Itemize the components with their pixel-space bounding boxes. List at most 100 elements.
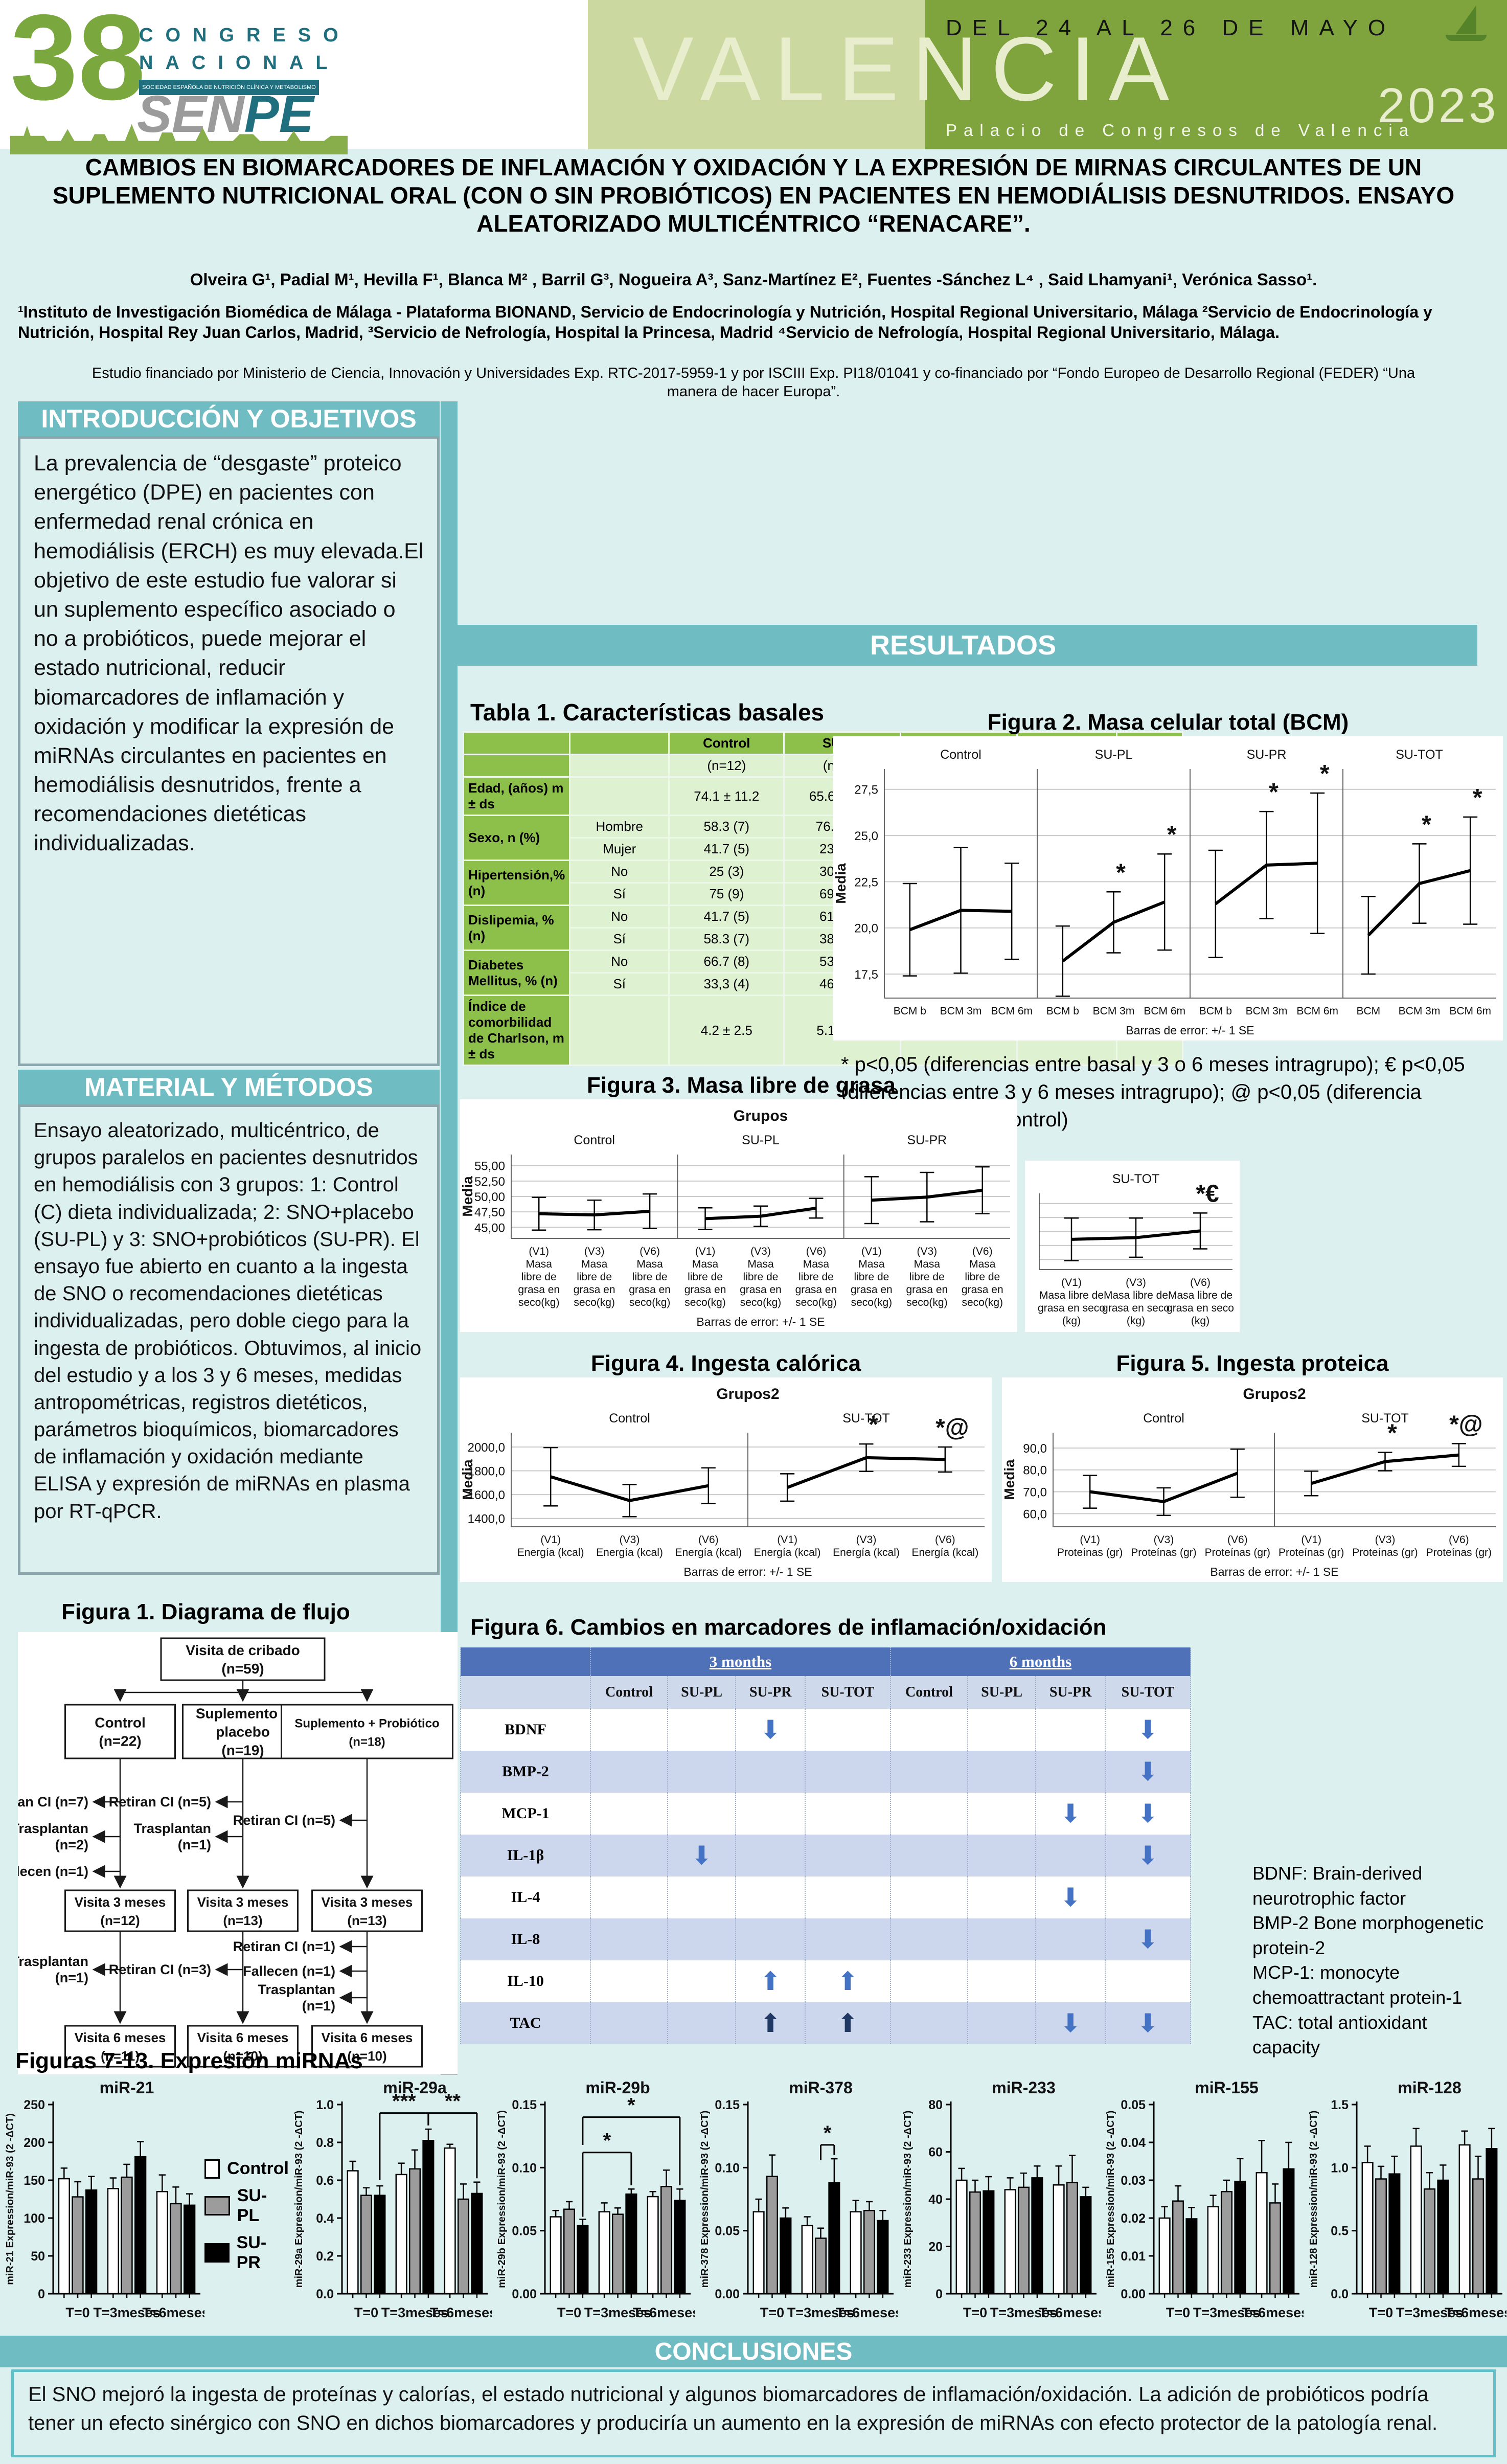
legend-swatch [204, 2159, 220, 2179]
svg-text:BCM b: BCM b [1199, 1005, 1232, 1017]
svg-text:(n=12): (n=12) [100, 1913, 140, 1928]
svg-text:miR-378: miR-378 [789, 2078, 853, 2097]
svg-text:0.8: 0.8 [316, 2136, 334, 2150]
svg-text:SU-PR: SU-PR [1247, 748, 1287, 762]
svg-text:T=6meses: T=6meses [1039, 2305, 1101, 2320]
svg-text:seco(kg): seco(kg) [629, 1297, 671, 1308]
congress-ticket: DEL 24 AL 26 DE MAYO VALENCIA 2023 Palac… [588, 0, 1507, 149]
svg-text:(n=1): (n=1) [55, 1970, 88, 1985]
svg-text:miR-21: miR-21 [100, 2078, 154, 2097]
svg-text:miR-155: miR-155 [1195, 2078, 1259, 2097]
svg-text:Control: Control [574, 1133, 615, 1147]
up-arrow-dark-icon: ⬆ [837, 2008, 859, 2038]
figure6-table-container: 3 months 6 months Control SU-PL SU-PR SU-TOT C… [460, 1647, 1192, 2044]
figure1-flow-diagram: Visita de cribado (n=59) Control (n=22) Supl… [0, 1632, 458, 2074]
svg-text:Grupos: Grupos [734, 1107, 788, 1124]
intro-text: La prevalencia de “desgaste” proteico en… [18, 436, 440, 1066]
mir155-chart: miR-155 0.00 0.01 0.02 0.03 0.04 0.05 miR-155 E… [1101, 2075, 1309, 2333]
figure6-table: 3 months 6 months Control SU-PL SU-PR SU-TOT C… [460, 1647, 1192, 2044]
svg-text:Media: Media [1002, 1459, 1017, 1500]
svg-text:Media: Media [460, 1176, 475, 1217]
svg-text:grasa en: grasa en [851, 1284, 893, 1296]
svg-text:Media: Media [460, 1459, 475, 1500]
congress-year: 2023 [1378, 78, 1499, 133]
svg-text:T=3meses: T=3meses [787, 2305, 854, 2320]
svg-text:T=3meses: T=3meses [93, 2305, 160, 2320]
down-arrow-icon: ⬇ [1137, 1799, 1159, 1828]
svg-text:0.0: 0.0 [1331, 2287, 1349, 2301]
figure6-legend: BDNF: Brain-derived neurotrophic factor … [1252, 1863, 1484, 2058]
svg-text:libre de: libre de [521, 1271, 557, 1283]
svg-text:libre de: libre de [798, 1271, 834, 1283]
figure1-title: Figura 1. Diagrama de flujo [61, 1599, 350, 1624]
svg-text:Control: Control [940, 748, 981, 762]
up-arrow-icon: ⬆ [837, 1966, 859, 1996]
svg-text:0: 0 [935, 2287, 943, 2301]
svg-text:SU-TOT: SU-TOT [1112, 1172, 1160, 1186]
bar-chart-svg: miR-21 0 50 100 150 200 250 miR-21 Expression/m… [5, 2078, 210, 2320]
figure3-title: Figura 3. Masa libre de grasa [586, 1073, 896, 1098]
svg-text:Visita 3 meses: Visita 3 meses [322, 1894, 413, 1910]
svg-text:miR-29a: miR-29a [383, 2078, 447, 2097]
svg-text:1600,0: 1600,0 [468, 1488, 505, 1502]
svg-text:*: * [1116, 859, 1126, 886]
svg-text:20: 20 [928, 2240, 943, 2254]
svg-text:T=6meses: T=6meses [430, 2305, 492, 2320]
svg-text:(V6): (V6) [1190, 1277, 1211, 1288]
svg-text:seco(kg): seco(kg) [740, 1297, 782, 1308]
svg-text:Barras de error: +/- 1 SE: Barras de error: +/- 1 SE [696, 1315, 825, 1328]
svg-text:1.0: 1.0 [316, 2098, 334, 2112]
svg-text:150: 150 [24, 2174, 45, 2188]
table1-title: Tabla 1. Características basales [470, 699, 825, 726]
down-arrow-icon: ⬇ [1137, 1715, 1159, 1745]
mir378-chart: miR-378 0.00 0.05 0.10 0.15 miR-378 Expressio… [695, 2075, 903, 2333]
svg-text:libre de: libre de [632, 1271, 668, 1283]
svg-text:Media: Media [833, 863, 849, 904]
svg-text:Energía (kcal): Energía (kcal) [833, 1547, 900, 1558]
svg-text:47,50: 47,50 [474, 1206, 505, 1219]
mir128-chart: miR-128 0.0 0.5 1.0 1.5 miR-128 Expression/mi… [1304, 2075, 1507, 2333]
svg-text:T=6meses: T=6meses [1445, 2305, 1506, 2320]
svg-text:Proteínas (gr): Proteínas (gr) [1278, 1547, 1344, 1558]
svg-text:*: * [627, 2094, 635, 2117]
svg-text:T=0: T=0 [760, 2305, 784, 2320]
svg-text:grasa en: grasa en [740, 1284, 782, 1296]
logo-number: 38 [10, 0, 146, 125]
down-arrow-icon: ⬇ [1137, 1841, 1159, 1870]
svg-text:SU-TOT: SU-TOT [1396, 748, 1443, 762]
svg-text:0.5: 0.5 [1331, 2224, 1349, 2239]
svg-text:0.0: 0.0 [316, 2287, 334, 2301]
svg-text:T=3meses: T=3meses [381, 2305, 448, 2320]
svg-text:2000,0: 2000,0 [468, 1441, 505, 1455]
svg-text:0.6: 0.6 [316, 2174, 334, 2188]
svg-text:Masa: Masa [747, 1258, 774, 1270]
sailboat-icon [1456, 5, 1476, 34]
svg-text:BCM 3m: BCM 3m [1399, 1005, 1441, 1017]
up-arrow-dark-icon: ⬆ [760, 2008, 782, 2038]
svg-text:T=0: T=0 [65, 2305, 89, 2320]
logo-nacional: NACIONAL [139, 52, 340, 74]
svg-text:*: * [1269, 779, 1278, 806]
svg-text:miR-155 Expression/miR-93 (2 -: miR-155 Expression/miR-93 (2 -ΔCT) [1105, 2111, 1116, 2288]
svg-text:grasa en seco: grasa en seco [1038, 1302, 1105, 1314]
svg-text:grasa en: grasa en [962, 1284, 1003, 1296]
svg-text:0.15: 0.15 [715, 2098, 740, 2112]
svg-text:(kg): (kg) [1127, 1315, 1145, 1327]
figure4-title: Figura 4. Ingesta calórica [590, 1351, 861, 1376]
svg-text:*@: *@ [935, 1414, 969, 1441]
svg-text:miR-233: miR-233 [992, 2078, 1056, 2097]
svg-text:SU-PL: SU-PL [742, 1133, 780, 1147]
results-section-header: RESULTADOS [449, 625, 1477, 666]
conclusions-text: El SNO mejoró la ingesta de proteínas y … [11, 2369, 1496, 2457]
svg-text:T=6meses: T=6meses [142, 2305, 204, 2320]
svg-text:SU-TOT: SU-TOT [1361, 1411, 1409, 1426]
down-arrow-icon: ⬇ [1137, 2008, 1159, 2038]
svg-text:libre de: libre de [577, 1271, 612, 1283]
svg-text:Masa: Masa [581, 1258, 608, 1270]
svg-text:T=3meses: T=3meses [990, 2305, 1057, 2320]
svg-text:45,00: 45,00 [474, 1221, 505, 1235]
svg-text:(n=11): (n=11) [101, 2048, 140, 2064]
bar-chart-svg: miR-128 0.0 0.5 1.0 1.5 miR-128 Expression/mi… [1308, 2078, 1507, 2320]
svg-text:60: 60 [928, 2145, 943, 2160]
svg-text:0.03: 0.03 [1121, 2174, 1146, 2188]
